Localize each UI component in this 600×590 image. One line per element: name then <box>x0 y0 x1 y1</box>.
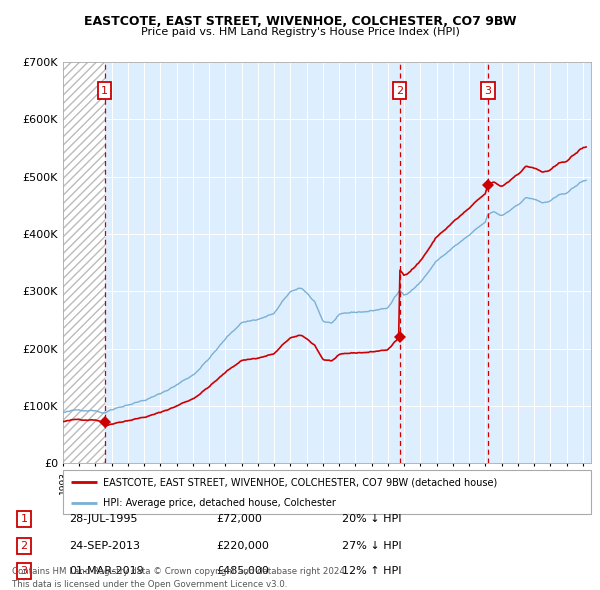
Text: £220,000: £220,000 <box>216 541 269 550</box>
Text: 27% ↓ HPI: 27% ↓ HPI <box>342 541 401 550</box>
Text: 01-MAR-2019: 01-MAR-2019 <box>69 566 144 576</box>
Text: 20% ↓ HPI: 20% ↓ HPI <box>342 514 401 524</box>
Text: £72,000: £72,000 <box>216 514 262 524</box>
Text: 2: 2 <box>20 541 28 550</box>
Text: Contains HM Land Registry data © Crown copyright and database right 2024.
This d: Contains HM Land Registry data © Crown c… <box>12 568 347 589</box>
Text: Price paid vs. HM Land Registry's House Price Index (HPI): Price paid vs. HM Land Registry's House … <box>140 27 460 37</box>
Text: 1: 1 <box>20 514 28 524</box>
Text: EASTCOTE, EAST STREET, WIVENHOE, COLCHESTER, CO7 9BW: EASTCOTE, EAST STREET, WIVENHOE, COLCHES… <box>84 15 516 28</box>
Text: 12% ↑ HPI: 12% ↑ HPI <box>342 566 401 576</box>
Text: EASTCOTE, EAST STREET, WIVENHOE, COLCHESTER, CO7 9BW (detached house): EASTCOTE, EAST STREET, WIVENHOE, COLCHES… <box>103 477 497 487</box>
Text: 24-SEP-2013: 24-SEP-2013 <box>69 541 140 550</box>
Text: 2: 2 <box>396 86 403 96</box>
Text: 3: 3 <box>484 86 491 96</box>
Text: 3: 3 <box>20 566 28 576</box>
Text: 28-JUL-1995: 28-JUL-1995 <box>69 514 137 524</box>
Text: £485,000: £485,000 <box>216 566 269 576</box>
Text: HPI: Average price, detached house, Colchester: HPI: Average price, detached house, Colc… <box>103 497 335 507</box>
FancyBboxPatch shape <box>63 470 591 514</box>
Text: 1: 1 <box>101 86 108 96</box>
